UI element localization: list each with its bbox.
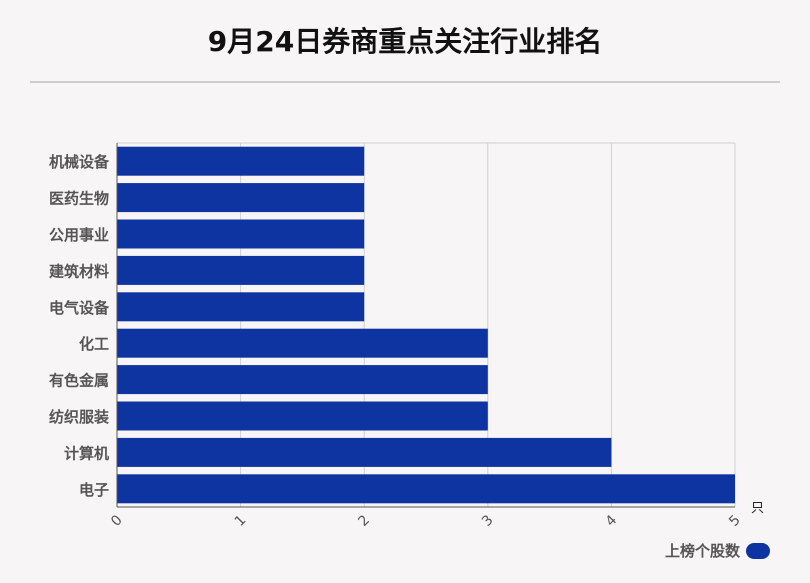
category-label: 电子 (79, 481, 109, 499)
category-label: 化工 (79, 335, 109, 353)
bar (117, 255, 365, 285)
chart-title: 9月24日券商重点关注行业排名 (207, 25, 603, 58)
bar (117, 365, 488, 395)
category-label: 有色金属 (49, 372, 109, 390)
category-label: 建筑材料 (49, 262, 109, 280)
bar (117, 474, 735, 504)
category-label: 计算机 (64, 444, 109, 462)
legend: 上榜个股数 (665, 540, 770, 561)
category-label: 医药生物 (49, 190, 109, 208)
x-tick-label: 3 (479, 512, 497, 530)
bar (117, 183, 365, 213)
category-label: 纺织服装 (49, 408, 110, 426)
x-tick-label: 0 (108, 512, 126, 530)
bar (117, 401, 488, 431)
bar (117, 437, 612, 467)
bar (117, 219, 365, 249)
category-label: 电气设备 (49, 299, 110, 317)
bar (117, 292, 365, 322)
bar (117, 146, 365, 176)
x-tick-label: 2 (355, 512, 373, 530)
x-tick-label: 4 (603, 512, 621, 530)
legend-swatch (746, 542, 770, 559)
category-label: 机械设备 (49, 153, 110, 171)
x-tick-label: 5 (726, 512, 744, 530)
bar (117, 328, 488, 358)
category-label: 公用事业 (49, 226, 109, 244)
title-divider (30, 81, 780, 83)
x-tick-label: 1 (232, 512, 250, 530)
x-unit-label: 只 (751, 501, 764, 516)
legend-label: 上榜个股数 (664, 542, 740, 560)
